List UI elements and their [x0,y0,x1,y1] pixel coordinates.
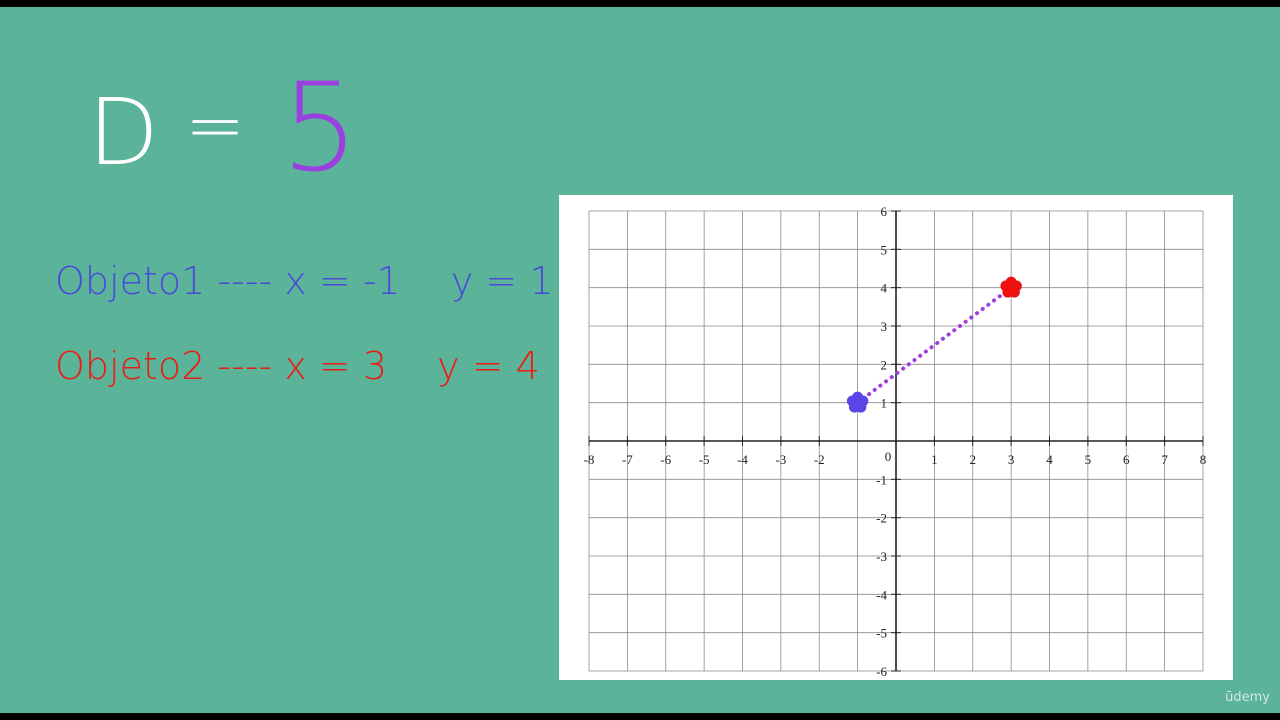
y-tick-label: 4 [881,281,888,296]
x-tick-label: -7 [622,452,633,467]
y-tick-label: -6 [876,664,887,679]
object1-line: Objeto1 ---- x = -1 y = 1 [55,259,553,303]
object1-name: Objeto1 [55,259,206,303]
y-tick-label: 5 [881,242,888,257]
object2-line: Objeto2 ---- x = 3 y = 4 [55,344,540,388]
x-tick-label: 2 [970,452,977,467]
x-tick-label: 3 [1008,452,1015,467]
x-tick-label: 5 [1085,452,1092,467]
udemy-watermark: ūdemy [1225,690,1270,705]
coordinate-plane-panel: -8 -7 -6 -5 -4 -3 -2 1 2 3 4 5 6 7 8 0 6 5 4 3 2 1 -1 -2 -3 -4 -5 -… [559,195,1233,680]
object1-separator: ---- [217,259,273,303]
formula-value: 5 [281,57,359,199]
y-tick-label: -1 [876,472,887,487]
origin-label: 0 [885,449,892,464]
y-tick-label: 3 [881,319,888,334]
x-tick-label: -8 [584,452,595,467]
y-tick-label: -2 [876,511,887,526]
x-tick-label: 8 [1200,452,1207,467]
point-object2 [1000,276,1022,298]
object1-x: x = -1 [284,259,401,303]
x-tick-label: 4 [1046,452,1053,467]
y-tick-label: 2 [881,357,888,372]
y-tick-label: 1 [881,396,888,411]
y-tick-label: 6 [881,204,888,219]
point-object1 [846,391,869,413]
distance-formula: D = 5 [88,57,359,199]
x-tick-label: 1 [931,452,938,467]
x-tick-label: -5 [699,452,710,467]
object1-y: y = 1 [450,259,554,303]
slide: D = 5 Objeto1 ---- x = -1 y = 1 Objeto2 --… [0,7,1280,713]
x-tick-label: -2 [814,452,825,467]
x-tick-label: 7 [1161,452,1168,467]
y-tick-label: -5 [876,626,887,641]
object2-x: x = 3 [284,344,388,388]
x-tick-label: -3 [775,452,786,467]
object2-y: y = 4 [437,344,540,388]
coordinate-plane: -8 -7 -6 -5 -4 -3 -2 1 2 3 4 5 6 7 8 0 6 5 4 3 2 1 -1 -2 -3 -4 -5 -… [584,204,1207,679]
formula-equals: = [184,83,246,167]
y-tick-label: -3 [876,549,887,564]
y-tick-label: -4 [876,587,887,602]
x-tick-label: -6 [660,452,671,467]
x-tick-label: -4 [737,452,748,467]
formula-lhs: D [88,79,159,186]
x-tick-label: 6 [1123,452,1130,467]
object2-name: Objeto2 [55,344,206,388]
object2-separator: ---- [217,344,273,388]
